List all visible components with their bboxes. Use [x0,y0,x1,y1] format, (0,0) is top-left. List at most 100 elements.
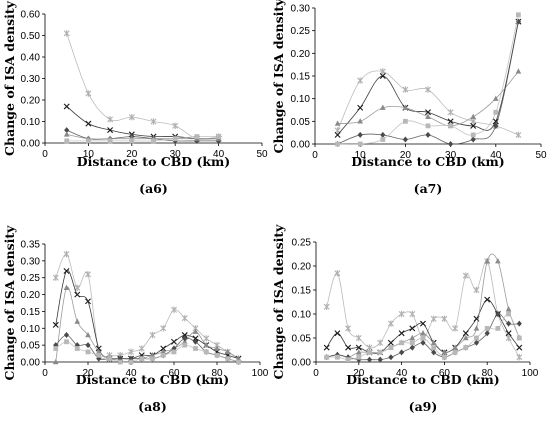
data-point-square [399,340,404,346]
data-point-star [516,354,523,361]
y-tick-label: 0.15 [291,72,311,83]
y-tick-label: 0.05 [21,341,41,352]
data-point-square [345,357,351,362]
data-point-diamond [425,131,431,138]
data-point-triangle [473,325,480,331]
y-tick-label: 0.40 [21,53,41,64]
data-point-triangle [441,349,448,355]
data-point-star [171,306,177,313]
y-axis-label: Change of ISA density [271,224,286,380]
data-point-square [236,359,241,365]
data-point-triangle [203,341,210,348]
y-tick-label: 0.20 [291,49,311,60]
data-point-square [107,138,113,144]
data-point-square [216,134,221,139]
y-tick-label: 0.25 [21,273,41,284]
data-point-square [356,354,362,360]
data-point-square [463,345,469,350]
data-point-star [150,118,157,125]
data-point-triangle [235,355,242,361]
data-point-x [85,298,91,305]
data-point-square [506,311,511,317]
chart-panel: 0.00 0.10 0.20 0.30 0.40 0.50 0.60 0 10 20 30 40 50 D… [2,0,268,196]
data-point-square [516,335,522,341]
data-point-triangle [63,284,70,291]
data-point-square [420,335,426,341]
data-point-x [171,338,177,345]
data-point-x [345,344,352,351]
panel-label: (a9) [409,399,438,414]
y-tick-label: 0.35 [21,240,41,251]
x-tick-label: 10 [355,150,367,161]
data-point-triangle [495,258,501,264]
data-point-square [452,350,458,355]
data-point-star [377,339,384,346]
data-point-diamond [377,356,383,363]
data-point-star [334,270,341,277]
data-point-star [85,271,91,278]
data-point-square [64,138,70,144]
data-point-x [107,127,114,134]
data-point-square [403,118,408,124]
y-tick-label: 0.00 [21,139,41,150]
data-point-square [335,354,340,360]
data-point-square [442,354,447,360]
chart-panel: 0.00 0.05 0.10 0.15 0.20 0.25 0.30 0.35 0 20 40 60 8… [2,225,269,414]
y-axis-label: Change of ISA density [271,0,286,153]
y-tick-label: 0.20 [21,290,41,301]
data-point-x [63,267,70,274]
data-point-triangle [357,118,363,124]
x-axis-label: Distance to CBD (km) [76,372,229,387]
data-point-square [470,132,476,138]
data-point-x [379,73,386,79]
x-tick-label: 40 [213,149,225,160]
data-point-x [462,330,469,337]
data-point-star [452,325,459,332]
y-tick-label: 0.00 [291,140,311,151]
data-point-square [64,339,69,345]
data-point-triangle [380,104,386,110]
x-tick-label: 20 [82,368,94,379]
data-point-diamond [380,131,386,138]
data-point-triangle [420,330,426,336]
data-point-square [516,12,521,18]
data-point-diamond [420,339,426,346]
x-tick-label: 60 [168,368,180,379]
chart-panel: 0.00 0.05 0.10 0.15 0.20 0.25 0 20 40 60 80 100 Dist… [271,224,539,414]
data-point-square [324,354,330,360]
data-point-square [171,349,177,355]
x-tick-label: 40 [125,368,137,379]
data-point-diamond [409,344,415,351]
data-point-triangle [505,306,512,312]
data-point-square [388,345,394,350]
data-point-square [128,359,134,365]
x-tick-label: 30 [170,149,182,160]
data-point-star [323,303,330,310]
data-point-star [387,320,394,327]
data-point-diamond [64,127,70,134]
data-point-triangle [463,334,469,341]
data-point-triangle [452,344,458,350]
data-point-star [128,348,134,356]
data-point-square [151,138,156,144]
data-point-x [398,330,405,337]
data-point-star [128,114,135,121]
data-point-diamond [470,136,476,143]
data-point-star [447,109,454,116]
data-point-x [192,335,199,342]
data-point-star [425,86,431,93]
y-tick-label: 0.25 [292,238,312,249]
data-point-star [345,325,352,332]
data-point-square [86,138,91,144]
data-point-square [194,134,200,139]
data-point-square [129,138,135,144]
x-tick-label: 50 [256,149,268,160]
data-point-star [379,68,386,75]
data-point-star [172,122,179,129]
data-point-diamond [182,335,188,342]
y-tick-label: 0.20 [292,262,312,273]
data-point-star [149,331,156,339]
data-point-x [425,109,431,116]
y-axis-label: Change of ISA density [2,225,17,381]
